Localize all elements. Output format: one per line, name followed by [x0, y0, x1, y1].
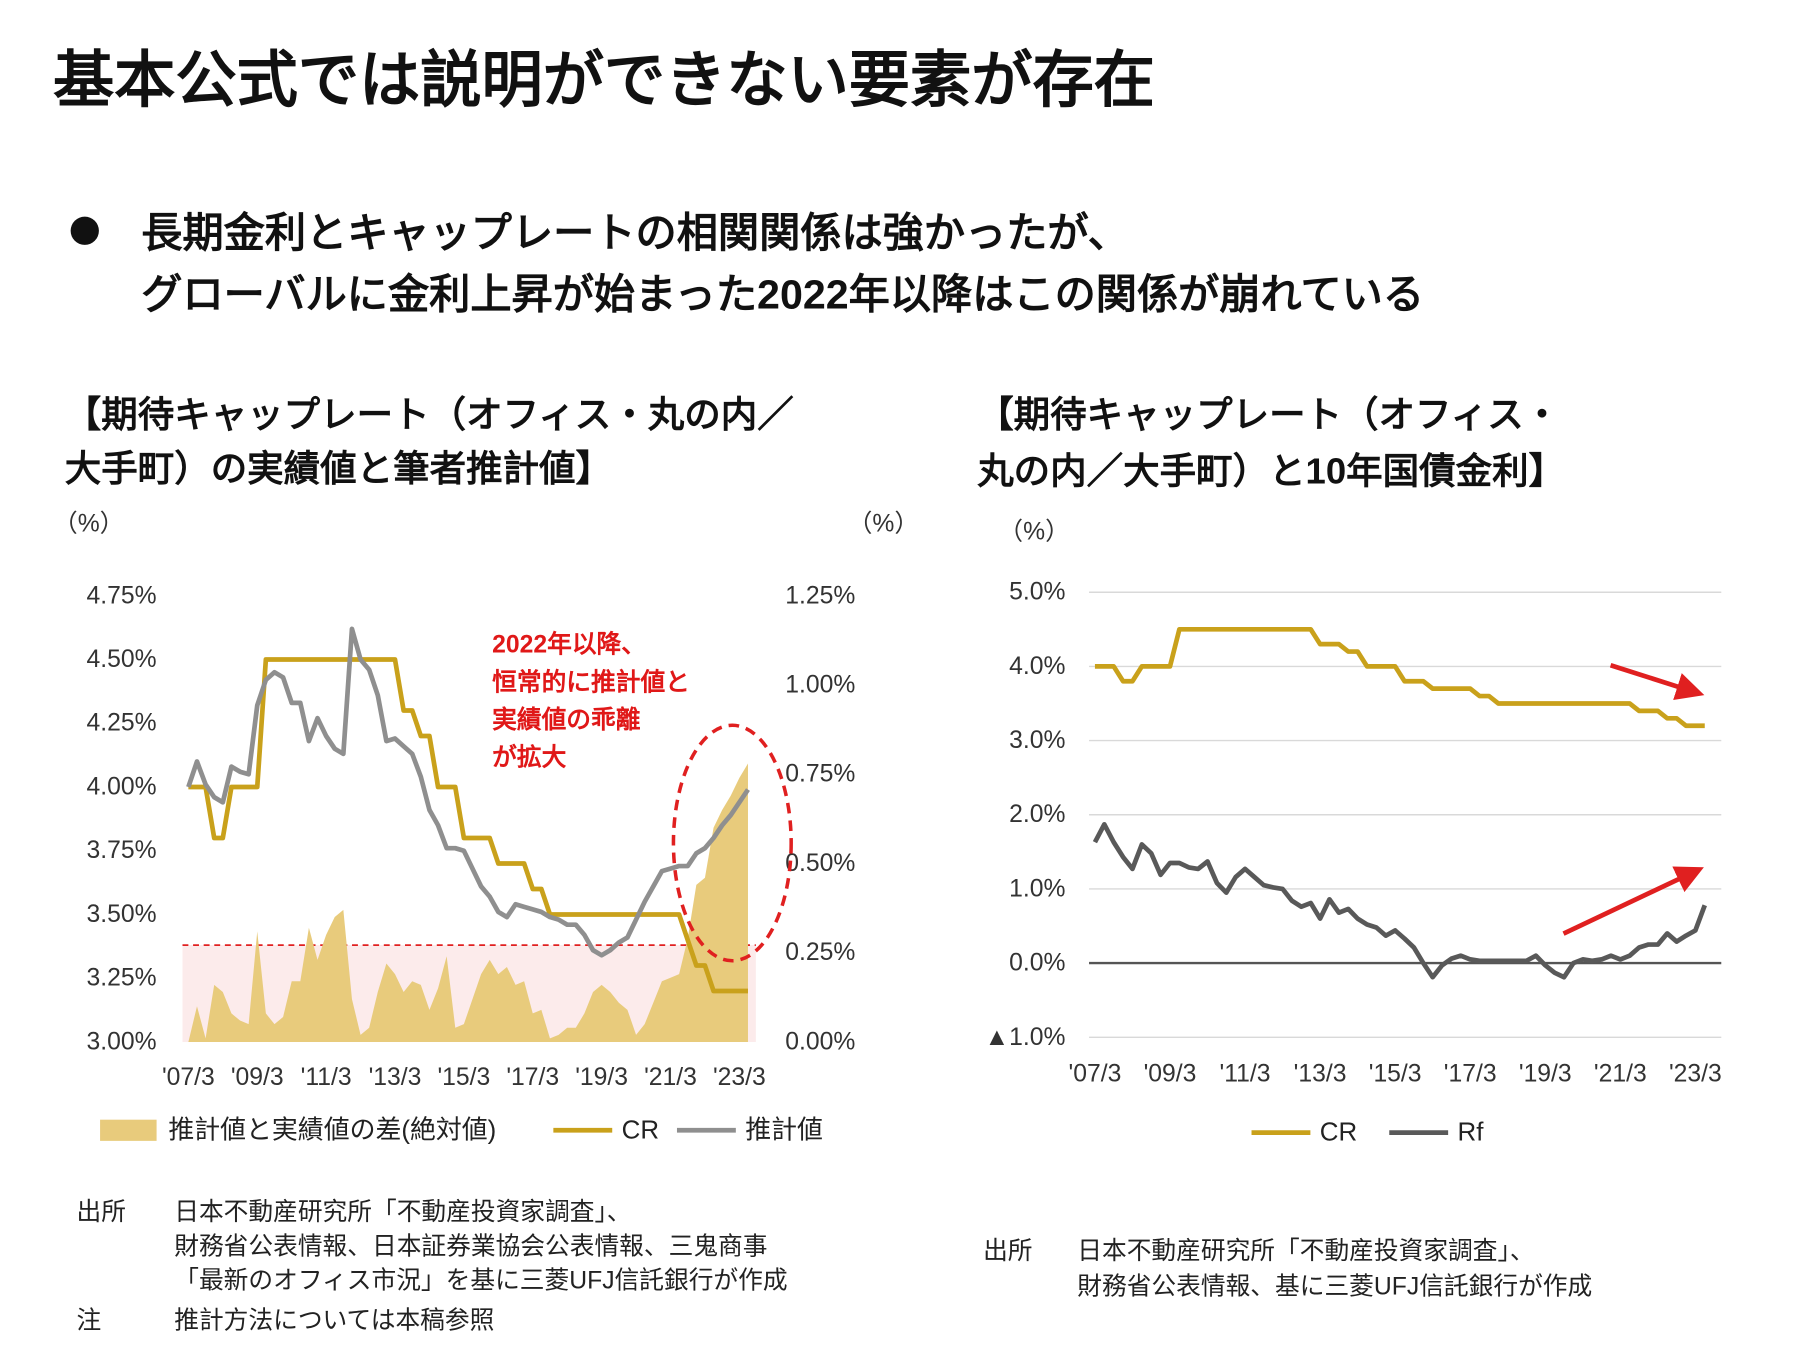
x-tick-label: '13/3 [1294, 1060, 1347, 1087]
legend-label: CR [622, 1116, 659, 1144]
y2-axis-unit: （%） [848, 509, 919, 537]
y-tick-label: 4.50% [86, 646, 156, 673]
y-tick-label: 3.25% [86, 965, 156, 992]
x-tick-label: '21/3 [644, 1064, 697, 1091]
x-tick-label: '13/3 [369, 1064, 422, 1091]
line [188, 657, 748, 994]
area [188, 763, 748, 1042]
y-tick-label: ▲1.0% [985, 1024, 1066, 1051]
line [1094, 626, 1705, 729]
y2-tick-label: 0.50% [785, 850, 855, 877]
x-tick-label: '15/3 [1369, 1060, 1422, 1087]
chart-title: 丸の内／大手町）と10年国債金利】 [976, 450, 1565, 491]
slide-title: 基本公式では説明ができない要素が存在 [53, 46, 1155, 114]
source-line: 財務省公表情報、日本証券業協会公表情報、三鬼商事 [174, 1232, 767, 1260]
highlight-ellipse [671, 723, 793, 963]
y-tick-label: 3.75% [86, 837, 156, 864]
legend-swatch [100, 1119, 157, 1141]
annotation: 恒常的に推計値と [492, 667, 690, 696]
y-tick-label: 4.25% [86, 710, 156, 737]
x-tick-label: '11/3 [301, 1064, 352, 1091]
source-line: 日本不動産研究所「不動産投資家調査」、 [1077, 1237, 1534, 1265]
x-tick-label: '21/3 [1594, 1060, 1647, 1087]
x-tick-label: '11/3 [1220, 1060, 1271, 1087]
x-tick-label: '19/3 [575, 1064, 628, 1091]
y-axis-unit: （%） [53, 509, 124, 537]
line [186, 626, 750, 958]
y-tick-label: 4.0% [1009, 653, 1065, 680]
bullet-dot [70, 216, 99, 245]
x-tick-label: '09/3 [231, 1064, 284, 1091]
source-line: 財務省公表情報、基に三菱UFJ信託銀行が作成 [1077, 1272, 1592, 1300]
line [1092, 822, 1707, 980]
bullet-line: 長期金利とキャップレートの相関関係は強かったが、 [141, 210, 1129, 256]
y2-tick-label: 0.00% [785, 1028, 855, 1055]
y2-tick-label: 1.00% [785, 672, 855, 699]
y-tick-label: 3.50% [86, 901, 156, 928]
note-line: 推計方法については本稿参照 [174, 1307, 494, 1335]
y-tick-label: 1.0% [1009, 875, 1065, 902]
y-tick-label: 4.75% [86, 582, 156, 609]
x-tick-label: '17/3 [506, 1064, 559, 1091]
legend-label: 推計値と実績値の差(絶対値) [168, 1115, 496, 1144]
y-axis-unit: （%） [998, 518, 1069, 546]
x-tick-label: '07/3 [162, 1064, 215, 1091]
legend-label: CR [1320, 1119, 1357, 1147]
source-line: 日本不動産研究所「不動産投資家調査」、 [174, 1198, 631, 1226]
x-tick-label: '23/3 [713, 1064, 766, 1091]
y2-tick-label: 1.25% [785, 582, 855, 609]
chart-title: 【期待キャップレート（オフィス・ [977, 394, 1560, 435]
y-tick-label: 2.0% [1009, 801, 1065, 828]
x-tick-label: '19/3 [1519, 1060, 1572, 1087]
y2-tick-label: 0.25% [785, 939, 855, 966]
annotation: 2022年以降、 [492, 630, 646, 659]
source-line: 「最新のオフィス市況」を基に三菱UFJ信託銀行が作成 [174, 1266, 787, 1294]
y-tick-label: 3.0% [1009, 727, 1065, 754]
y-tick-label: 3.00% [86, 1028, 156, 1055]
chart-title: 【期待キャップレート（オフィス・丸の内／ [65, 394, 794, 435]
chart: 【期待キャップレート（オフィス・丸の内／大手町）と10年国債金利】 （%） ▲1.0… [976, 394, 1722, 1300]
x-tick-label: '17/3 [1444, 1060, 1497, 1087]
y-tick-label: 4.00% [86, 773, 156, 800]
x-tick-label: '07/3 [1069, 1060, 1122, 1087]
y-tick-label: 5.0% [1009, 579, 1065, 606]
trend-arrow [1562, 866, 1704, 936]
annotation: 実績値の乖離 [492, 705, 641, 734]
legend-label: Rf [1458, 1119, 1485, 1147]
annotation: が拡大 [492, 743, 566, 772]
source-label: 出所 [983, 1237, 1032, 1265]
note-label: 注 [77, 1307, 102, 1335]
x-tick-label: '23/3 [1669, 1060, 1722, 1087]
x-tick-label: '15/3 [437, 1064, 490, 1091]
x-tick-label: '09/3 [1144, 1060, 1197, 1087]
trend-arrow [1609, 662, 1705, 701]
legend-label: 推計値 [745, 1115, 823, 1144]
chart-title: 大手町）の実績値と筆者推計値】 [65, 448, 612, 489]
source-label: 出所 [77, 1198, 126, 1226]
chart: 【期待キャップレート（オフィス・丸の内／ 大手町）の実績値と筆者推計値】 （%） （%… [53, 394, 919, 1335]
y2-tick-label: 0.75% [785, 761, 855, 788]
y-tick-label: 0.0% [1009, 950, 1065, 977]
bullet-line: グローバルに金利上昇が始まった2022年以降はこの関係が崩れている [141, 271, 1424, 317]
